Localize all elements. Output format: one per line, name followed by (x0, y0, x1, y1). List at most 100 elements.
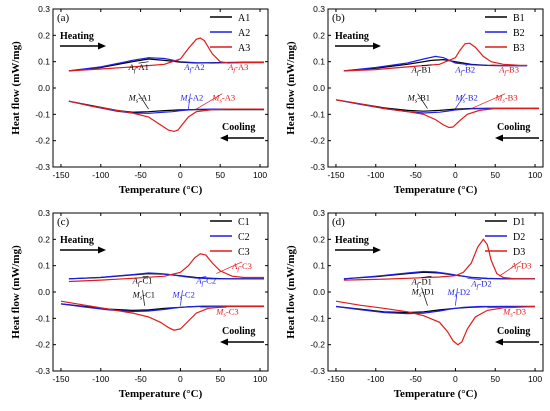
annotation-label: Af-A3 (227, 62, 248, 74)
cooling-label: Cooling (497, 122, 530, 133)
y-tick-label: 0.0 (313, 287, 325, 297)
chart-panel-0: -150 -100 -50 0 50 100 -0.3 -0.2 -0.1 0.0 0.1 0.2 0.… (10, 4, 269, 196)
series-D3-cooling-line (335, 300, 536, 346)
annotation-leader (421, 275, 432, 278)
cooling-label: Cooling (222, 326, 255, 337)
legend-label: B3 (513, 43, 525, 54)
y-tick-label: 0.1 (313, 261, 325, 271)
heating-arrow-head-icon (373, 42, 381, 50)
series-D2-cooling-line (335, 305, 535, 315)
y-tick-label: 0.3 (38, 208, 50, 218)
annotation-leader (188, 93, 191, 110)
annotation-leader (196, 93, 223, 110)
y-tick-label: 0.0 (38, 83, 50, 93)
x-tick-label: 0 (178, 170, 183, 180)
legend-label: D2 (513, 232, 525, 243)
x-tick-label: 50 (215, 374, 225, 384)
x-tick-label: 0 (453, 170, 458, 180)
legend-label: A3 (238, 43, 250, 54)
y-tick-label: 0.0 (38, 287, 50, 297)
legend-label: B2 (513, 28, 525, 39)
annotation-leader (200, 276, 207, 278)
annotation-label: Ms-C2 (171, 289, 194, 301)
chart-panel-2: -150 -100 -50 0 50 100 -0.3 -0.2 -0.1 0.0 0.1 0.2 0.… (10, 208, 269, 400)
annotation-label: Af-B2 (454, 65, 475, 77)
heating-label: Heating (335, 235, 369, 246)
legend-label: C1 (238, 217, 250, 228)
legend-label: A2 (238, 28, 250, 39)
y-tick-label: -0.1 (35, 313, 50, 323)
y-tick-label: -0.2 (35, 340, 50, 350)
y-tick-label: -0.2 (35, 136, 50, 146)
y-axis-title: Heat flow (mW/mg) (10, 245, 22, 339)
series-A3-cooling-line (68, 100, 264, 133)
series-D2-heating-line (343, 270, 535, 280)
annotation-leader (421, 287, 428, 306)
y-axis-title: Heat flow (mW/mg) (285, 41, 297, 135)
legend-label: D1 (513, 217, 525, 228)
x-tick-label: -150 (327, 170, 344, 180)
annotation-label: Af-D1 (411, 277, 432, 289)
cooling-arrow-head-icon (220, 338, 228, 346)
heating-label: Heating (60, 31, 94, 42)
annotation-leader (180, 290, 183, 306)
x-tick-label: -100 (367, 374, 384, 384)
legend-label: C3 (238, 247, 250, 258)
panel-label: (c) (57, 216, 70, 228)
x-tick-label: 100 (528, 170, 542, 180)
cooling-arrow-head-icon (220, 134, 228, 142)
annotation-leader (491, 64, 510, 67)
y-tick-label: 0.3 (313, 208, 325, 218)
series-D3-heating-line (343, 238, 535, 281)
legend-label: A1 (238, 13, 250, 24)
legend-label: C2 (238, 232, 250, 243)
annotation-label: Ms-C3 (215, 306, 238, 318)
panel-label: (b) (332, 12, 345, 24)
cooling-label: Cooling (222, 122, 255, 133)
y-axis-title: Heat flow (mW/mg) (285, 245, 297, 339)
annotation-label: Af-C1 (132, 276, 153, 288)
annotation-label: Af-C3 (231, 261, 252, 273)
heating-arrow-head-icon (98, 246, 106, 254)
cooling-arrow-head-icon (495, 338, 503, 346)
x-tick-label: -100 (92, 170, 109, 180)
annotation-label: Ms-B1 (407, 93, 430, 105)
y-tick-label: 0.3 (313, 4, 325, 14)
annotation-label: Af-A2 (183, 62, 204, 74)
y-tick-label: 0.1 (38, 57, 50, 67)
annotation-label: Ms-A2 (179, 93, 203, 105)
x-tick-label: -150 (52, 170, 69, 180)
annotation-label: Af-D2 (470, 279, 491, 291)
panel-label: (a) (57, 12, 70, 24)
annotation-label: Ms-A1 (128, 93, 152, 105)
annotation-label: Ms-D2 (446, 287, 470, 299)
annotation-label: Ms-D3 (502, 306, 526, 318)
series-B3-heating-line (343, 42, 528, 72)
x-axis-title: Temperature (°C) (394, 388, 478, 400)
heating-arrow-head-icon (373, 246, 381, 254)
y-tick-label: 0.2 (38, 30, 50, 40)
x-tick-label: -50 (409, 170, 422, 180)
annotation-label: Ms-D1 (411, 287, 435, 299)
x-tick-label: -150 (327, 374, 344, 384)
annotation-label: Af-C2 (195, 276, 216, 288)
cooling-label: Cooling (497, 326, 530, 337)
annotation-leader (138, 93, 149, 110)
y-tick-label: -0.3 (310, 366, 325, 376)
chart-panel-3: -150 -100 -50 0 50 100 -0.3 -0.2 -0.1 0.0 0.1 0.2 0.… (285, 208, 544, 400)
heating-arrow-head-icon (98, 42, 106, 50)
y-tick-label: -0.1 (310, 313, 325, 323)
annotation-label: Af-B3 (498, 65, 519, 77)
series-C2-cooling-line (60, 303, 264, 313)
y-axis-title: Heat flow (mW/mg) (10, 41, 22, 135)
series-C2-heating-line (68, 272, 264, 280)
series-C3-heating-line (68, 253, 264, 283)
annotation-leader (455, 93, 466, 109)
x-tick-label: 50 (215, 170, 225, 180)
x-axis-title: Temperature (°C) (394, 184, 478, 196)
series-B3-cooling-line (335, 99, 539, 129)
y-tick-label: -0.3 (35, 366, 50, 376)
annotation-label: Ms-B3 (494, 93, 517, 105)
annotation-leader (142, 290, 145, 306)
